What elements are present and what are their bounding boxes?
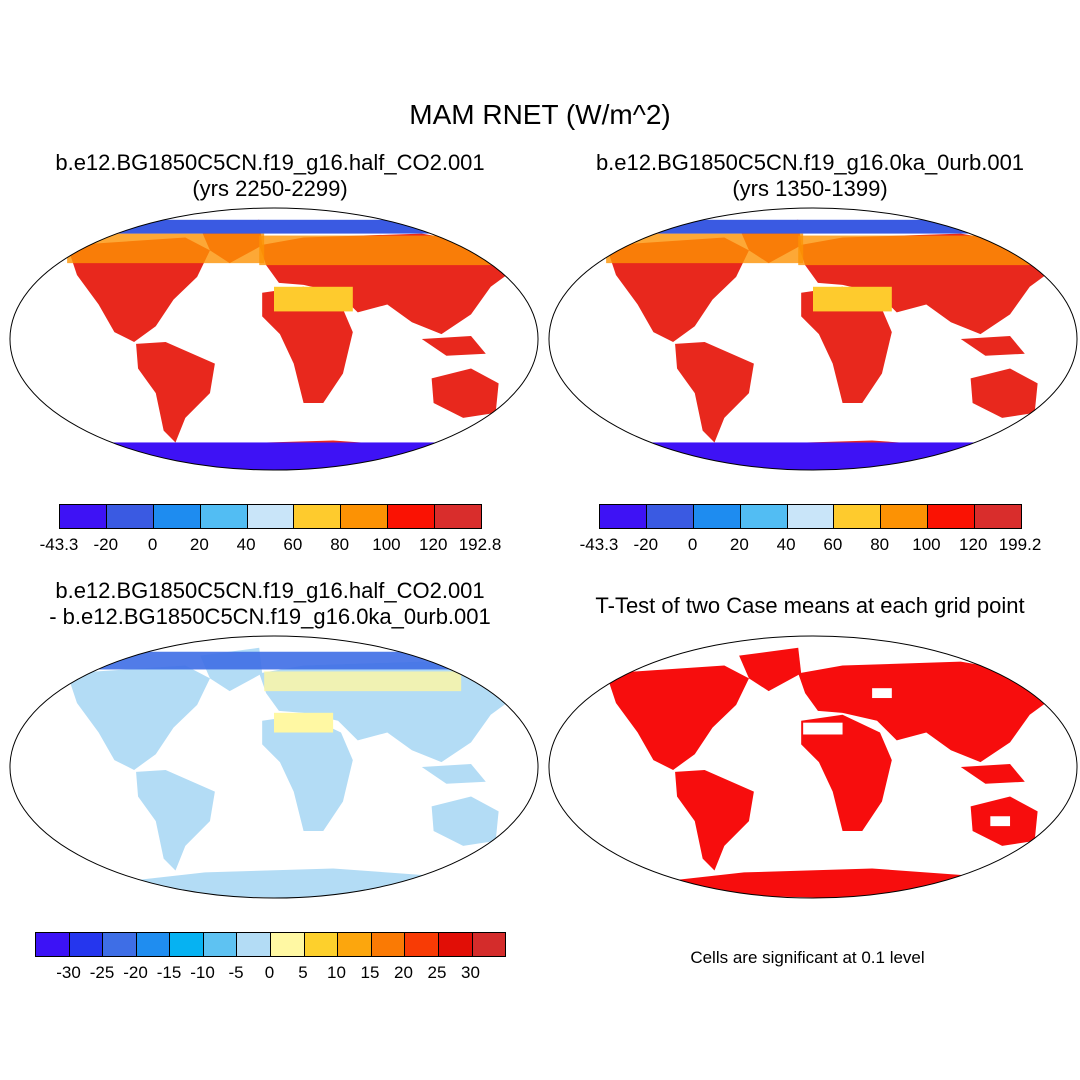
panel1-swatch-0: [60, 505, 107, 528]
panel2-tick-label: 199.2: [998, 535, 1042, 554]
panel2-tick-label: 40: [776, 535, 796, 554]
panel1-swatch-3: [200, 505, 248, 528]
panel3-title-line1: b.e12.BG1850C5CN.f19_g16.half_CO2.001: [55, 578, 485, 603]
panel1-tick-label: 192.8: [458, 535, 502, 554]
panel3-tick-label: 0: [264, 963, 275, 982]
panel1-title-line2: (yrs 2250-2299): [192, 176, 348, 201]
panel2-tick-label: -43.3: [579, 535, 619, 554]
panel3-swatch-13: [472, 933, 506, 956]
panel1-title-line1: b.e12.BG1850C5CN.f19_g16.half_CO2.001: [55, 150, 485, 175]
panel4-map: [548, 635, 1078, 899]
ttest-note: Cells are significant at 0.1 level: [690, 948, 925, 967]
panel1-tick-label: 60: [283, 535, 303, 554]
panel1-colorbar: [59, 504, 482, 529]
panel2-tick-label: 60: [823, 535, 843, 554]
panel1-title: b.e12.BG1850C5CN.f19_g16.half_CO2.001 (y…: [0, 150, 540, 202]
panel2-tick-label: -20: [633, 535, 659, 554]
panel3-colorbar: [35, 932, 506, 957]
panel2-map: [548, 207, 1078, 471]
panel2-tick-label: 20: [729, 535, 749, 554]
panel3-tick-label: 10: [327, 963, 346, 982]
panel3-tick-label: -15: [156, 963, 182, 982]
panel3-swatch-1: [69, 933, 104, 956]
panel3-swatch-6: [237, 933, 272, 956]
panel1-tick-label: 80: [330, 535, 350, 554]
panel3-swatch-3: [136, 933, 171, 956]
panel3-tick-label: -25: [89, 963, 115, 982]
panel2-swatch-6: [881, 505, 929, 528]
panel1-tick-label: 40: [236, 535, 256, 554]
panel1-swatch-8: [435, 505, 482, 528]
panel2-tick-label: 80: [870, 535, 890, 554]
panel1-tick-label: -43.3: [39, 535, 79, 554]
panel2-title-line2: (yrs 1350-1399): [732, 176, 888, 201]
panel2-colorbar: [599, 504, 1022, 529]
panel3-tick-label: 25: [427, 963, 447, 982]
panel3-title: b.e12.BG1850C5CN.f19_g16.half_CO2.001 - …: [0, 578, 540, 630]
panel2-swatch-7: [928, 505, 976, 528]
panel3-swatch-11: [405, 933, 439, 956]
panel3-tick-label: -10: [190, 963, 215, 982]
panel3-swatch-12: [438, 933, 473, 956]
panel2-tick-label: 100: [912, 535, 941, 554]
panel1-swatch-1: [106, 505, 154, 528]
panel4-title-line1: T-Test of two Case means at each grid po…: [595, 593, 1025, 618]
panel2-swatch-3: [740, 505, 788, 528]
panel3-swatch-4: [170, 933, 204, 956]
panel1-tick-label: 100: [372, 535, 401, 554]
panel4-title: T-Test of two Case means at each grid po…: [540, 593, 1080, 619]
panel3-title-line2: - b.e12.BG1850C5CN.f19_g16.0ka_0urb.001: [49, 604, 491, 629]
panel3-map: [9, 635, 539, 899]
panel3-tick-label: -20: [123, 963, 148, 982]
panel2-swatch-5: [834, 505, 882, 528]
panel2-title: b.e12.BG1850C5CN.f19_g16.0ka_0urb.001 (y…: [540, 150, 1080, 202]
panel2-title-line1: b.e12.BG1850C5CN.f19_g16.0ka_0urb.001: [595, 150, 1025, 175]
panel1-map: [9, 207, 539, 471]
panel3-swatch-7: [271, 933, 305, 956]
panel1-colorbar-ticks: -43.3 -20 0 20 40 60 80 100 120 192.8: [40, 535, 502, 555]
panel2-tick-label: 120: [959, 535, 988, 554]
panel1-tick-label: -20: [93, 535, 119, 554]
main-title: MAM RNET (W/m^2): [409, 99, 671, 130]
panel3-swatch-9: [338, 933, 372, 956]
panel2-swatch-4: [787, 505, 835, 528]
panel3-swatch-2: [103, 933, 137, 956]
panel2-swatch-1: [646, 505, 694, 528]
panel1-tick-label: 120: [419, 535, 448, 554]
panel1-swatch-5: [294, 505, 342, 528]
panel1-swatch-4: [247, 505, 295, 528]
panel3-swatch-5: [203, 933, 238, 956]
panel3-swatch-0: [36, 933, 70, 956]
panel1-tick-label: 20: [189, 535, 209, 554]
panel2-colorbar-ticks: -43.3 -20 0 20 40 60 80 100 120 199.2: [580, 535, 1042, 555]
panel1-tick-label: 0: [147, 535, 158, 554]
panel3-tick-label: 30: [461, 963, 480, 982]
panel3-tick-label: -30: [56, 963, 81, 982]
panel2-tick-label: 0: [687, 535, 698, 554]
panel3-tick-label: 5: [298, 963, 308, 982]
panel1-swatch-7: [388, 505, 436, 528]
panel3-tick-label: -5: [228, 963, 244, 982]
panel1-swatch-2: [153, 505, 201, 528]
panel1-swatch-6: [341, 505, 389, 528]
panel3-tick-label: 15: [360, 963, 380, 982]
panel2-swatch-2: [693, 505, 741, 528]
panel3-swatch-8: [304, 933, 339, 956]
panel3-colorbar-ticks: -30 -25 -20 -15 -10 -5 0 5 10 15 20 25 30: [35, 963, 504, 983]
panel3-tick-label: 20: [394, 963, 413, 982]
panel2-swatch-8: [975, 505, 1022, 528]
panel2-swatch-0: [600, 505, 647, 528]
panel3-swatch-10: [371, 933, 406, 956]
